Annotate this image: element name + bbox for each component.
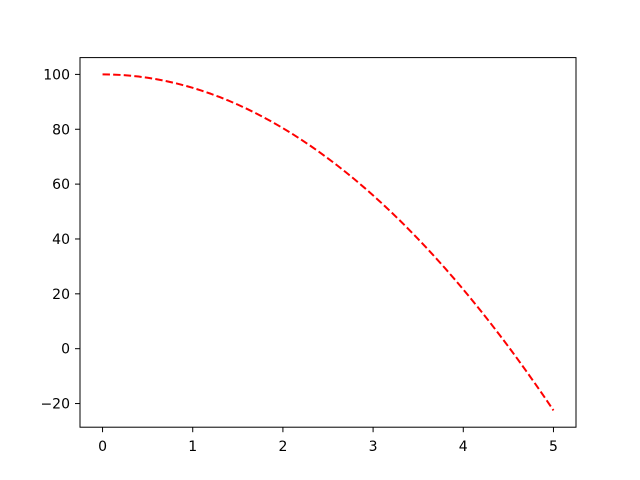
- y-tick-label: 20: [52, 287, 70, 303]
- data-series-line: [102, 73, 555, 411]
- y-tick-label: 60: [52, 177, 70, 193]
- x-tick-label: 4: [459, 439, 468, 455]
- x-tick-label: 2: [278, 439, 287, 455]
- x-tick-label: 5: [549, 439, 558, 455]
- y-tick-label: 80: [52, 122, 70, 138]
- y-tick-label: 100: [43, 67, 70, 83]
- y-tick-label: −20: [40, 397, 70, 413]
- axes-spines: [79, 57, 577, 428]
- x-tick-label: 3: [369, 439, 378, 455]
- y-tick-label: 40: [52, 232, 70, 248]
- y-tick-label: 0: [61, 342, 70, 358]
- x-tick-label: 0: [98, 439, 107, 455]
- x-tick-label: 1: [188, 439, 197, 455]
